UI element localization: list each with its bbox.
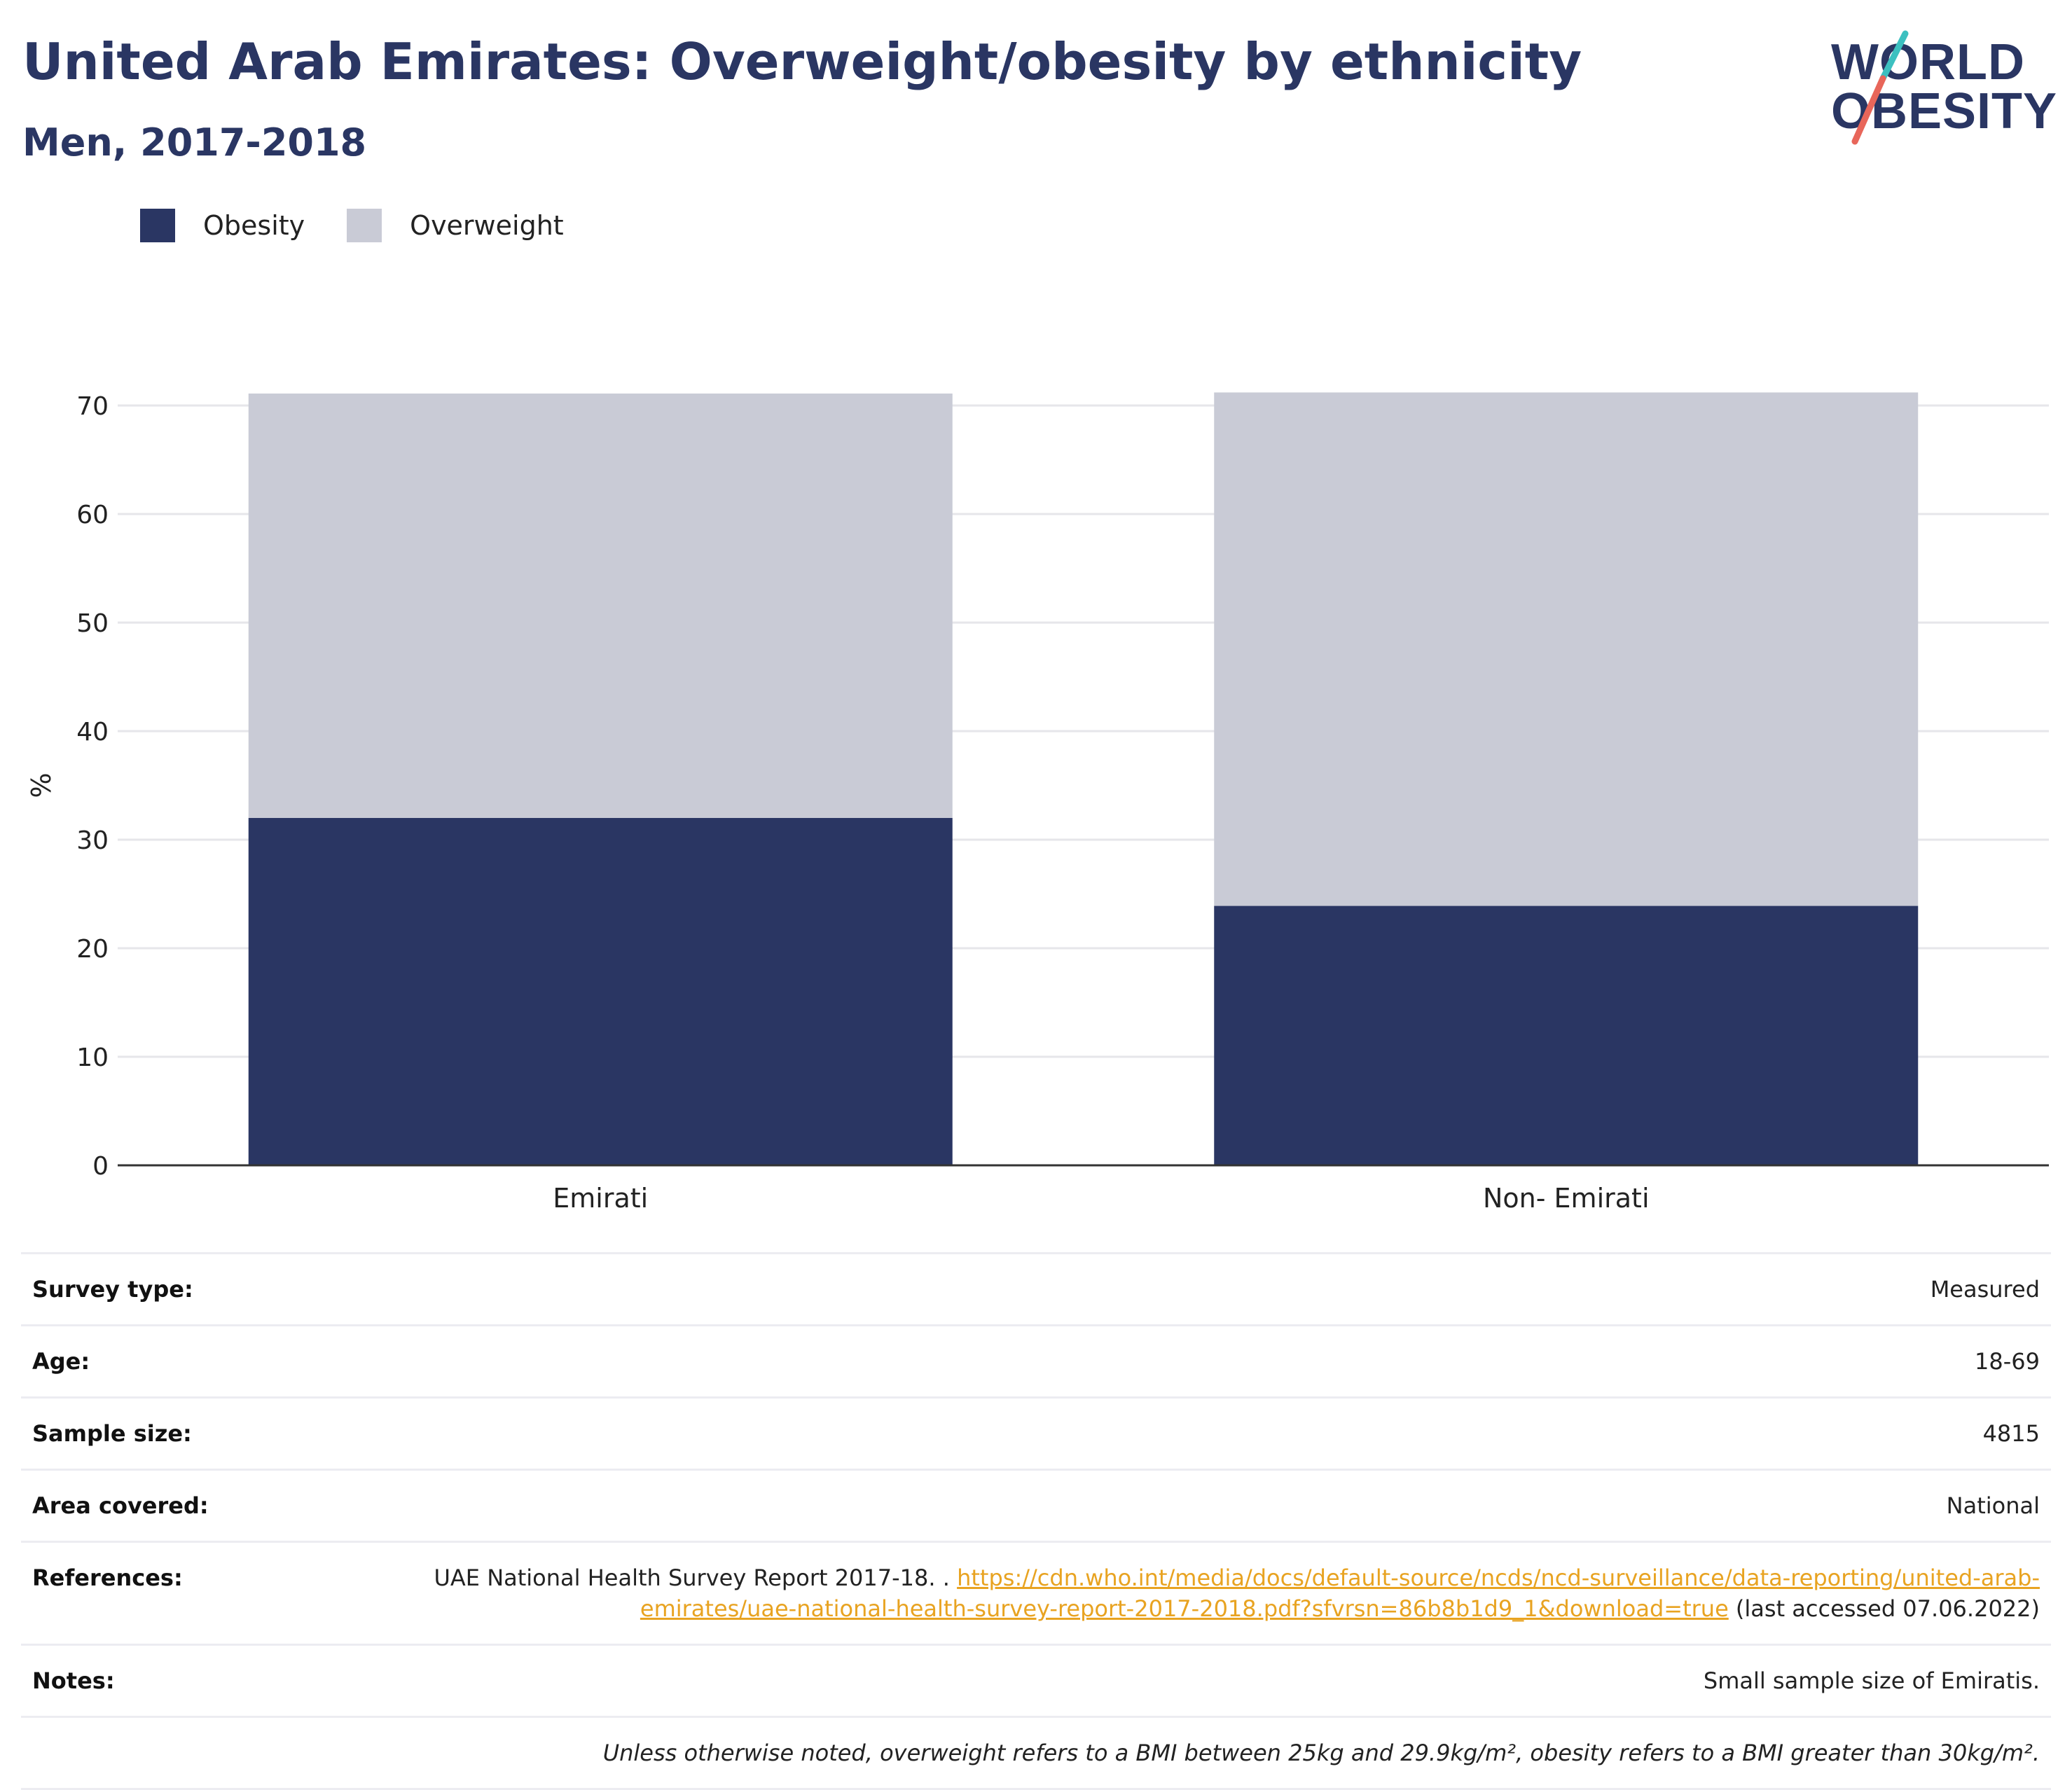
info-label: Age: — [32, 1348, 90, 1375]
info-value: Measured — [1930, 1276, 2040, 1303]
y-tick-label: 40 — [76, 718, 109, 747]
reference-link[interactable]: https://cdn.who.int/media/docs/default-s… — [640, 1564, 2040, 1622]
info-value: Small sample size of Emiratis. — [1703, 1667, 2040, 1694]
y-tick-label: 70 — [76, 392, 109, 421]
info-row-age: Age: 18-69 — [21, 1324, 2051, 1396]
y-tick-label: 50 — [76, 609, 109, 638]
bmi-footnote: Unless otherwise noted, overweight refer… — [21, 1716, 2051, 1790]
legend-label-overweight: Overweight — [410, 210, 564, 241]
info-value: National — [1946, 1492, 2040, 1519]
reference-text: UAE National Health Survey Report 2017-1… — [434, 1564, 958, 1591]
info-label: Area covered: — [32, 1492, 209, 1519]
info-label: Survey type: — [32, 1276, 193, 1303]
logo-text-world: WORLD — [1831, 34, 2025, 90]
info-value: 18-69 — [1975, 1348, 2040, 1375]
reference-accessed: (last accessed 07.06.2022) — [1728, 1595, 2040, 1622]
bar-obesity-2 — [1214, 906, 1919, 1165]
y-axis-title: % — [26, 772, 57, 798]
info-row-references: References: UAE National Health Survey R… — [21, 1541, 2051, 1644]
y-tick-label: 20 — [76, 935, 109, 964]
y-tick-label: 10 — [76, 1043, 109, 1072]
y-tick-label: 60 — [76, 501, 109, 529]
info-row-sample-size: Sample size: 4815 — [21, 1396, 2051, 1469]
logo-slash-icon — [1851, 30, 1909, 145]
x-tick-label: Non- Emirati — [1483, 1183, 1650, 1214]
info-label: References: — [32, 1564, 183, 1591]
legend-swatch-overweight — [347, 209, 382, 242]
info-value: 4815 — [1982, 1420, 2040, 1447]
bar-overweight-1 — [248, 393, 953, 818]
chart-legend: Obesity Overweight — [140, 209, 606, 242]
info-label: Sample size: — [32, 1420, 192, 1447]
references-value: UAE National Health Survey Report 2017-1… — [359, 1562, 2040, 1624]
legend-swatch-obesity — [140, 209, 175, 242]
survey-info-table: Survey type: Measured Age: 18-69 Sample … — [21, 1252, 2051, 1790]
world-obesity-logo[interactable]: WORLD OBESITY — [1821, 28, 2057, 147]
bar-overweight-2 — [1214, 392, 1919, 906]
info-row-notes: Notes: Small sample size of Emiratis. — [21, 1644, 2051, 1716]
chart-subtitle: Men, 2017-2018 — [22, 120, 367, 165]
stacked-bar-chart: 0 10 20 30 40 50 60 70 Emirati Non- Emirati% — [26, 392, 2049, 1214]
legend-item-overweight[interactable]: Overweight — [347, 209, 564, 242]
info-row-survey-type: Survey type: Measured — [21, 1252, 2051, 1324]
y-tick-label: 0 — [92, 1152, 109, 1181]
legend-item-obesity[interactable]: Obesity — [140, 209, 305, 242]
x-tick-label: Emirati — [553, 1183, 648, 1214]
info-row-area-covered: Area covered: National — [21, 1469, 2051, 1541]
bar-obesity-1 — [248, 818, 953, 1165]
chart-title: United Arab Emirates: Overweight/obesity… — [22, 32, 1582, 91]
info-label: Notes: — [32, 1667, 115, 1694]
legend-label-obesity: Obesity — [203, 210, 305, 241]
y-tick-label: 30 — [76, 826, 109, 855]
footnote-text: Unless otherwise noted, overweight refer… — [602, 1740, 2040, 1766]
